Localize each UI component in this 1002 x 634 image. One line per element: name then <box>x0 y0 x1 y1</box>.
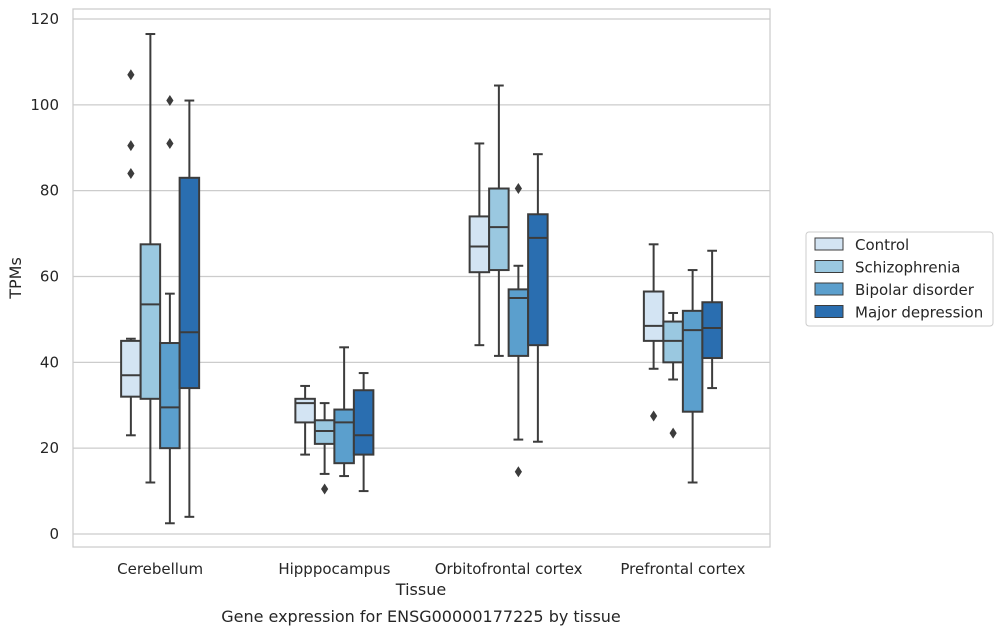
outlier-point <box>166 137 174 149</box>
box-bipolar-disorder <box>507 183 530 478</box>
x-axis-ticks: Cerebellum Hipppocampus Orbitofrontal cort… <box>117 560 745 578</box>
outlier-point <box>127 168 135 179</box>
box-body <box>178 176 201 390</box>
box-major-depression <box>527 153 549 443</box>
outlier-point <box>127 140 135 152</box>
outlier-point <box>514 466 522 478</box>
box-control <box>294 384 316 456</box>
legend-label: Schizophrenia <box>855 259 960 277</box>
x-tick-label: Hipppocampus <box>278 560 390 578</box>
box-body <box>333 408 355 465</box>
box-body <box>662 320 684 364</box>
y-axis-ticks: 0 20 40 60 80 100 120 <box>30 10 59 543</box>
box-bipolar-disorder <box>681 269 704 484</box>
box-control <box>468 142 491 347</box>
y-tick-label: 20 <box>40 439 59 457</box>
y-tick-label: 40 <box>40 353 59 371</box>
box-body <box>681 309 704 413</box>
box-major-depression <box>178 99 201 518</box>
box-major-depression <box>352 372 375 493</box>
legend-label: Major depression <box>855 304 983 322</box>
box-schizophrenia <box>662 311 684 439</box>
legend: Control Schizophrenia Bipolar disorder Majo… <box>805 231 994 327</box>
outlier-point <box>127 69 135 81</box>
box-bipolar-disorder <box>333 346 355 478</box>
y-tick-label: 100 <box>30 96 59 114</box>
legend-label: Bipolar disorder <box>855 281 975 299</box>
outlier-point <box>321 483 329 495</box>
legend-frame <box>805 231 994 327</box>
box-body <box>120 339 142 398</box>
y-tick-label: 60 <box>40 268 59 286</box>
legend-label: Control <box>855 236 909 254</box>
plot-frame <box>72 8 771 548</box>
outlier-point <box>669 427 677 439</box>
legend-swatch <box>814 237 844 251</box>
box-body <box>159 342 181 450</box>
x-tick-label: Prefrontal cortex <box>620 560 745 578</box>
y-tick-label: 0 <box>49 525 59 543</box>
legend-swatch <box>814 282 844 296</box>
box-schizophrenia <box>139 33 162 484</box>
chart-caption: Gene expression for ENSG00000177225 by t… <box>221 607 621 626</box>
legend-swatch <box>814 260 844 273</box>
box-body <box>468 215 491 274</box>
box-body <box>294 397 316 424</box>
box-body <box>352 389 375 456</box>
box-bipolar-disorder <box>159 95 181 525</box>
box-body <box>488 187 510 272</box>
boxes <box>120 33 723 525</box>
box-body <box>527 213 549 347</box>
box-schizophrenia <box>488 84 510 357</box>
y-tick-label: 120 <box>30 10 59 28</box>
box-body <box>139 243 162 400</box>
legend-swatch <box>814 305 844 318</box>
box-major-depression <box>701 249 723 390</box>
x-axis-label: Tissue <box>395 580 446 599</box>
box-body <box>313 419 336 445</box>
y-axis-label: TPMs <box>6 257 25 300</box>
grid-lines <box>73 18 770 535</box>
outlier-point <box>166 95 174 107</box>
x-tick-label: Orbitofrontal cortex <box>435 560 583 578</box>
outlier-point <box>650 410 658 422</box>
box-body <box>701 301 723 360</box>
y-tick-label: 80 <box>40 182 59 200</box>
outlier-point <box>514 183 522 195</box>
box-control <box>120 69 142 437</box>
box-body <box>642 290 665 342</box>
box-control <box>642 243 665 422</box>
box-body <box>507 288 530 357</box>
x-tick-label: Cerebellum <box>117 560 203 578</box>
